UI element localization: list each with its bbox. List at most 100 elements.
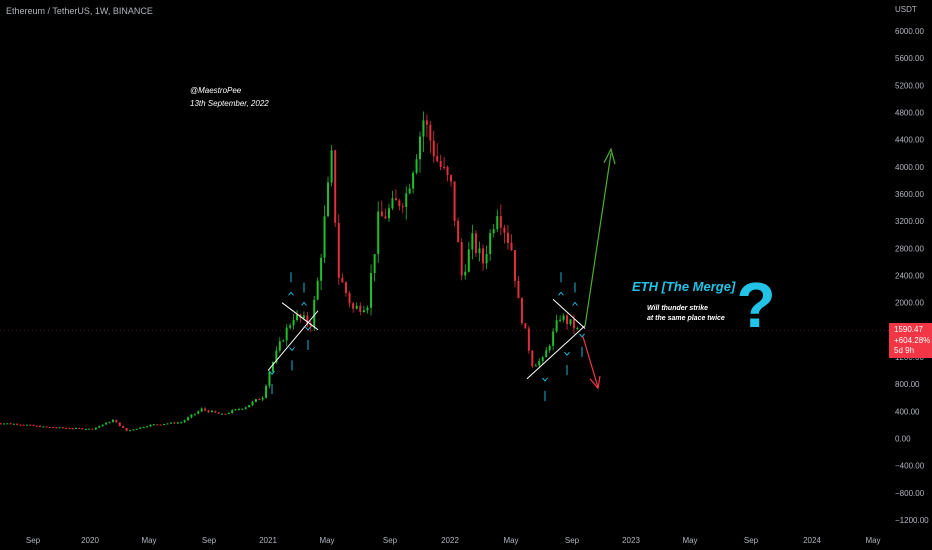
x-tick-label: May	[682, 536, 697, 545]
x-tick-label: 2023	[622, 536, 640, 545]
candle-body	[527, 328, 530, 351]
candle-body	[503, 227, 506, 233]
x-tick-label: May	[865, 536, 880, 545]
price-change: +604.28%	[894, 335, 931, 345]
marker-arrow-head	[564, 351, 570, 356]
candle-body	[513, 250, 516, 281]
candle-body	[74, 428, 77, 430]
author-annotation: @MaestroPee 13th September, 2022	[190, 84, 269, 110]
y-tick-label: 0.00	[895, 435, 911, 444]
candle-body	[337, 222, 340, 278]
candle-body	[467, 249, 470, 272]
y-tick-label: 4000.00	[895, 163, 924, 172]
candle-body	[398, 200, 401, 207]
x-tick-label: 2024	[803, 536, 821, 545]
y-tick-label: 6000.00	[895, 27, 924, 36]
candle-body	[173, 422, 176, 424]
candle-body	[548, 345, 551, 351]
y-tick-label: −1200.00	[895, 516, 929, 525]
candle-body	[190, 414, 193, 418]
candle-body	[552, 331, 555, 346]
symbol-title[interactable]: Ethereum / TetherUS, 1W, BINANCE	[6, 6, 153, 16]
candle-body	[401, 206, 404, 208]
candle-body	[207, 410, 210, 413]
candle-body	[241, 408, 244, 410]
candle-body	[39, 425, 42, 428]
merge-subtitle-line2: at the same place twice	[647, 315, 725, 322]
x-tick-label: Sep	[202, 536, 217, 545]
candle-body	[146, 426, 149, 428]
candle-body	[419, 136, 421, 160]
candle-body	[42, 426, 45, 428]
candle-body	[517, 280, 520, 299]
candle-body	[81, 428, 84, 430]
candle-body	[302, 315, 305, 319]
candle-body	[387, 208, 390, 219]
candle-body	[193, 413, 196, 415]
candle-body	[384, 216, 387, 219]
x-tick-label: Sep	[383, 536, 398, 545]
candle-body	[32, 424, 35, 426]
bullish-projection-arrow	[584, 153, 612, 327]
candle-body	[282, 340, 285, 342]
candle-body	[254, 399, 257, 402]
candle-body	[180, 422, 183, 424]
candle-body	[231, 410, 234, 414]
trendline-support-2021	[267, 310, 319, 371]
candle-body	[572, 319, 575, 329]
x-tick-label: Sep	[744, 536, 759, 545]
candle-body	[352, 303, 355, 309]
candle-body	[341, 277, 344, 283]
marker-arrow-head	[579, 333, 585, 338]
candle-body	[275, 350, 278, 363]
candle-body	[271, 362, 274, 372]
candle-body	[510, 242, 513, 251]
candle-body	[16, 423, 19, 425]
candle-body	[122, 426, 125, 429]
candle-body	[224, 413, 227, 415]
merge-subtitle: Will thunder strike at the same place tw…	[647, 304, 725, 324]
candle-body	[244, 407, 247, 409]
candle-body	[506, 232, 509, 243]
candle-body	[485, 253, 488, 264]
candle-body	[139, 427, 142, 429]
candle-body	[359, 305, 362, 313]
candle-body	[71, 428, 74, 430]
candle-body	[200, 408, 203, 412]
candle-body	[84, 429, 87, 431]
candle-body	[132, 429, 135, 431]
marker-arrow-head	[301, 301, 307, 306]
candle-body	[187, 417, 190, 421]
candle-body	[439, 161, 442, 167]
marker-arrow-head	[572, 301, 578, 306]
y-tick-label: 5200.00	[895, 81, 924, 90]
candle-body	[217, 412, 220, 414]
bar-countdown: 5d 9h	[894, 346, 915, 355]
candle-body	[248, 405, 251, 408]
candle-body	[169, 422, 172, 424]
candle-body	[306, 315, 309, 324]
candle-body	[0, 423, 2, 425]
candle-body	[214, 410, 217, 413]
candle-body	[22, 424, 25, 426]
candle-body	[91, 428, 94, 430]
candle-body	[457, 220, 460, 243]
candle-body	[489, 233, 492, 254]
candle-body	[316, 280, 319, 300]
candle-body	[197, 411, 200, 414]
candle-body	[163, 423, 166, 425]
author-handle: @MaestroPee	[190, 86, 242, 95]
candle-body	[313, 299, 316, 327]
candle-body	[237, 409, 240, 411]
candle-body	[61, 427, 64, 429]
candle-body	[436, 156, 439, 162]
candle-body	[327, 182, 330, 217]
author-date: 13th September, 2022	[190, 99, 269, 108]
candle-body	[78, 428, 81, 430]
candle-body	[555, 320, 558, 332]
marker-arrow-head	[288, 291, 294, 296]
candle-body	[415, 159, 418, 173]
candle-body	[464, 271, 467, 276]
